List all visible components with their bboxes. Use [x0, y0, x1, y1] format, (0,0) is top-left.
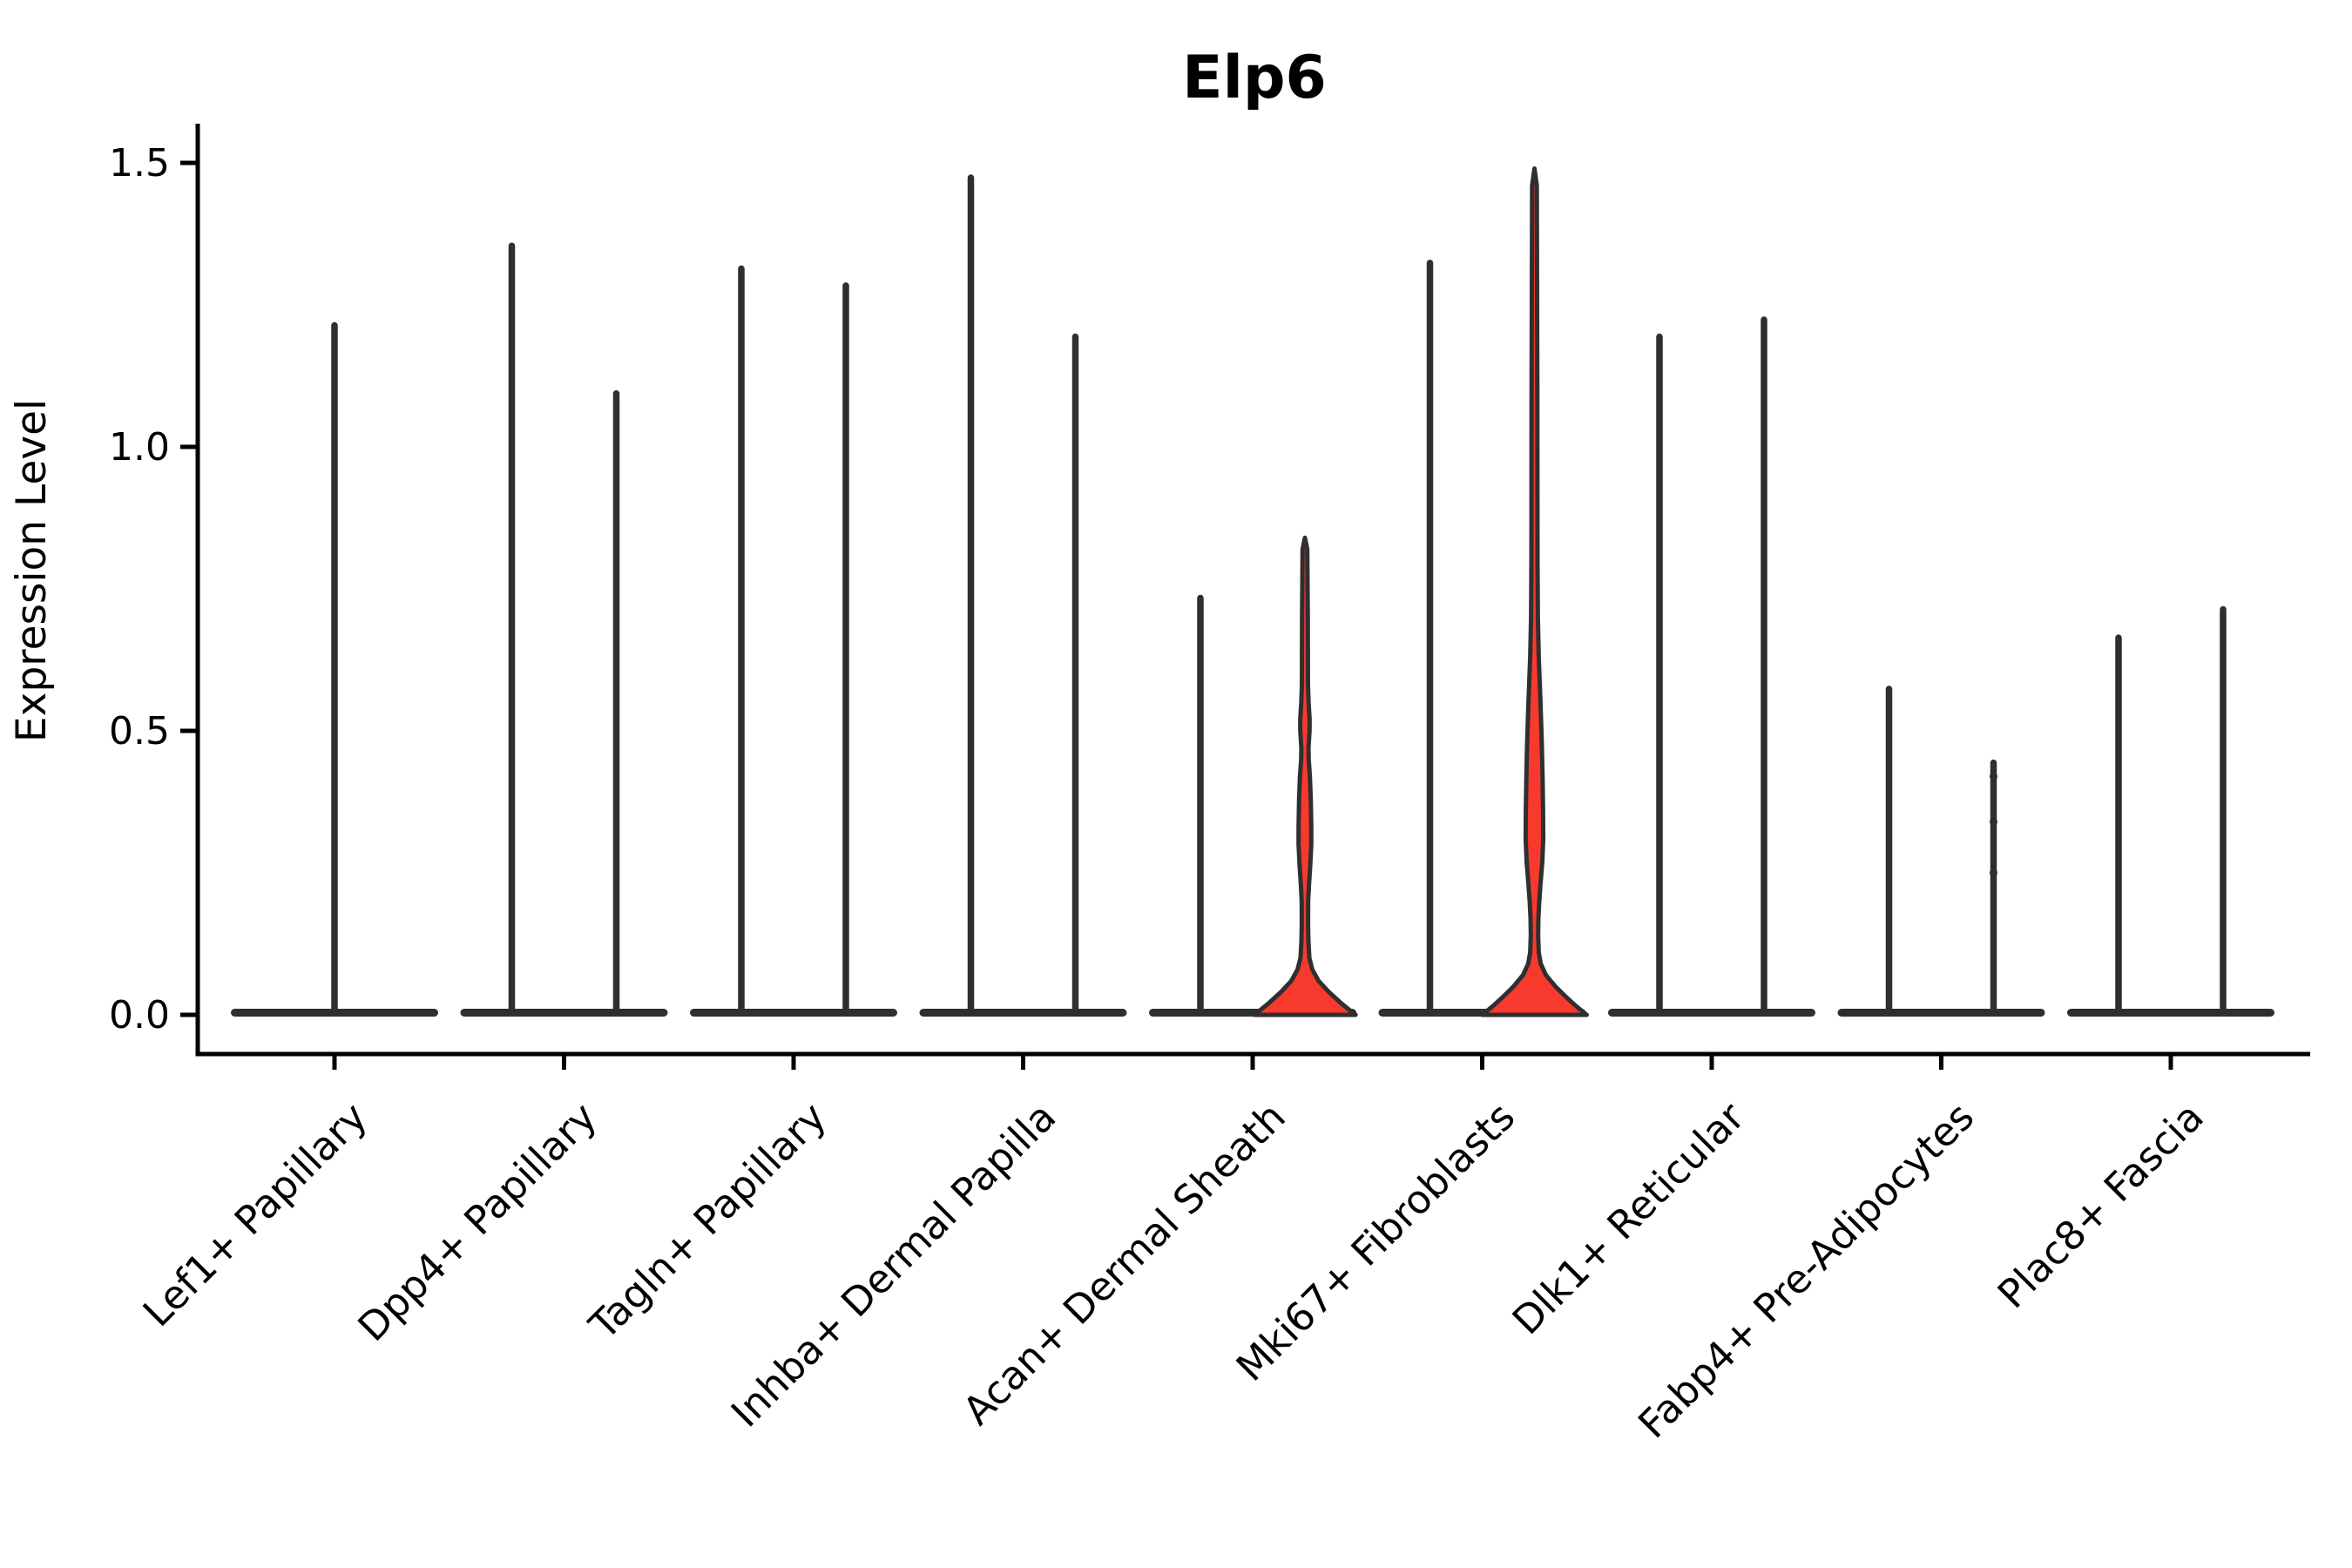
x-tick-label: Plac8+ Fascia [1989, 1093, 2213, 1317]
y-axis-label: Expression Level [8, 399, 56, 742]
x-tick-label: Tagln+ Papillary [580, 1093, 835, 1348]
violin-data-point [1197, 711, 1204, 717]
violin-data-point [1990, 868, 1997, 877]
y-tick-labels-layer: 0.0 0.5 1.0 1.5 [109, 141, 170, 1037]
y-tick-label: 0.5 [109, 709, 170, 754]
axes-layer [180, 124, 2310, 1070]
violin-base [2067, 1009, 2274, 1017]
axis-spine [195, 124, 2310, 1057]
x-tick-label: Lef1+ Papillary [134, 1093, 376, 1335]
violin-base [1608, 1009, 1815, 1017]
violin-data-point [1990, 772, 1997, 781]
x-tick-label: Dpp4+ Papillary [348, 1093, 605, 1350]
violin-base [460, 1009, 668, 1017]
violin-red [1480, 166, 1589, 1017]
violin-data-point [1197, 756, 1204, 762]
x-tick-label: Dlk1+ Reticular [1504, 1093, 1754, 1343]
y-tick-label: 0.0 [109, 993, 170, 1037]
violins-layer [331, 166, 2227, 1017]
chart-title: Elp6 [1182, 44, 1327, 112]
violin-data-point [1197, 938, 1204, 944]
violin-base [690, 1009, 897, 1017]
violin-red [1252, 535, 1358, 1017]
violin-base [919, 1009, 1127, 1017]
violin-data-point [1197, 801, 1204, 808]
violin-data-point [1197, 892, 1204, 899]
violin-data-point [1990, 817, 1997, 826]
y-tick-label: 1.5 [109, 141, 170, 186]
violin-base [1837, 1009, 2045, 1017]
violin-data-point [1197, 847, 1204, 854]
y-tick-label: 1.0 [109, 425, 170, 470]
